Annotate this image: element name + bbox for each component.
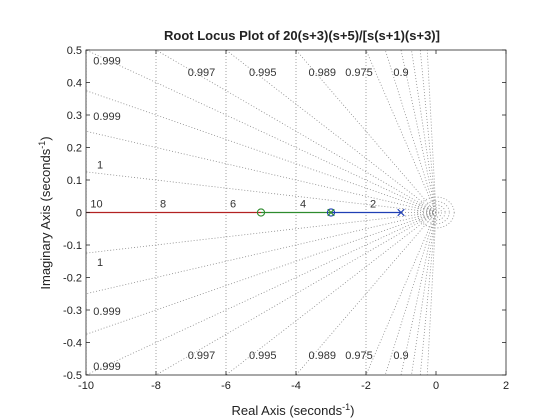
damping-label: 1 — [97, 160, 103, 172]
frequency-label: 6 — [230, 199, 236, 211]
y-tick-label: -0.3 — [63, 305, 82, 317]
damping-label: 0.997 — [188, 67, 216, 79]
y-axis-label: Imaginary Axis (seconds-1) — [37, 136, 53, 289]
y-axis-label-exponent: -1 — [37, 141, 47, 149]
frequency-label: 4 — [300, 199, 306, 211]
damping-label: 0.9 — [393, 67, 408, 79]
x-tick-label: 0 — [433, 380, 439, 392]
x-tick-label: 2 — [503, 380, 509, 392]
x-tick-label: -4 — [291, 380, 301, 392]
frequency-label: 8 — [160, 199, 166, 211]
damping-label: 0.995 — [249, 350, 277, 362]
damping-label: 0.975 — [345, 350, 373, 362]
y-tick-label: 0.1 — [67, 175, 82, 187]
y-tick-label: -0.5 — [63, 370, 82, 382]
y-tick-label: -0.4 — [63, 338, 82, 350]
damping-label: 0.989 — [308, 350, 336, 362]
damping-label: 0.999 — [93, 111, 121, 123]
frequency-label: 2 — [370, 199, 376, 211]
damping-label: 0.975 — [345, 67, 373, 79]
x-axis-label-text: Real Axis (seconds — [232, 403, 343, 418]
y-tick-label: 0.2 — [67, 143, 82, 155]
y-tick-label: 0 — [76, 208, 82, 220]
damping-label: 0.999 — [93, 306, 121, 318]
damping-label: 1 — [97, 257, 103, 269]
y-tick-label: 0.4 — [67, 78, 82, 90]
x-tick-label: -8 — [151, 380, 161, 392]
damping-label: 0.995 — [249, 67, 277, 79]
x-tick-label: -2 — [361, 380, 371, 392]
chart-title: Root Locus Plot of 20(s+3)(s+5)/[s(s+1)(… — [164, 28, 440, 43]
y-tick-label: -0.2 — [63, 273, 82, 285]
damping-label: 0.997 — [188, 350, 216, 362]
x-axis-label: Real Axis (seconds-1) — [232, 402, 355, 418]
y-axis-label-text: Imaginary Axis (seconds — [38, 148, 53, 289]
y-axis-label-close: ) — [38, 136, 53, 140]
y-tick-label: 0.5 — [67, 45, 82, 57]
x-tick-label: -6 — [221, 380, 231, 392]
damping-label: 0.999 — [93, 56, 121, 68]
damping-label: 0.9 — [393, 350, 408, 362]
damping-label: 0.989 — [308, 67, 336, 79]
damping-label: 0.999 — [93, 361, 121, 373]
frequency-label: 10 — [90, 199, 102, 211]
x-axis-label-exponent: -1 — [342, 402, 350, 412]
y-tick-label: 0.3 — [67, 110, 82, 122]
y-tick-label: -0.1 — [63, 240, 82, 252]
x-axis-label-close: ) — [350, 403, 354, 418]
